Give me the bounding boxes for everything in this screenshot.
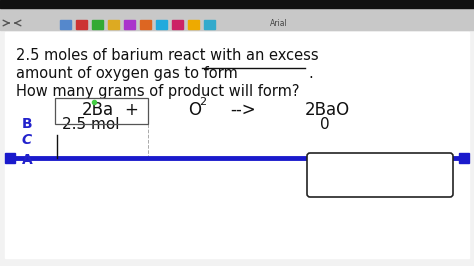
Text: How many grams of product will form?: How many grams of product will form? [16,84,300,99]
Text: 2.5 moles of barium react with an excess: 2.5 moles of barium react with an excess [16,48,319,63]
Text: .: . [308,66,313,81]
Text: 2: 2 [199,97,206,107]
Bar [92,20,103,29]
Bar [55,98,148,124]
Text: 0: 0 [320,117,329,132]
Bar [188,20,199,29]
Bar [172,20,183,29]
FancyBboxPatch shape [307,153,453,197]
Bar [108,20,119,29]
Text: O: O [188,101,201,119]
Bar [60,20,71,29]
Text: B: B [22,117,33,131]
Text: 2Ba: 2Ba [82,101,114,119]
Bar [76,20,87,29]
Bar [0,0,474,8]
Bar [5,32,469,258]
Text: amount of oxygen gas to form: amount of oxygen gas to form [16,66,238,81]
Text: A: A [22,153,33,167]
Bar [156,20,167,29]
Text: -->: --> [230,101,256,119]
Text: 2BaO: 2BaO [305,101,350,119]
Text: 2.5 mol: 2.5 mol [62,117,119,132]
Text: +: + [124,101,138,119]
Bar [204,20,215,29]
Bar [0,0,474,30]
Text: Arial: Arial [270,19,288,27]
Bar [124,20,135,29]
Bar [140,20,151,29]
Text: C: C [22,133,32,147]
